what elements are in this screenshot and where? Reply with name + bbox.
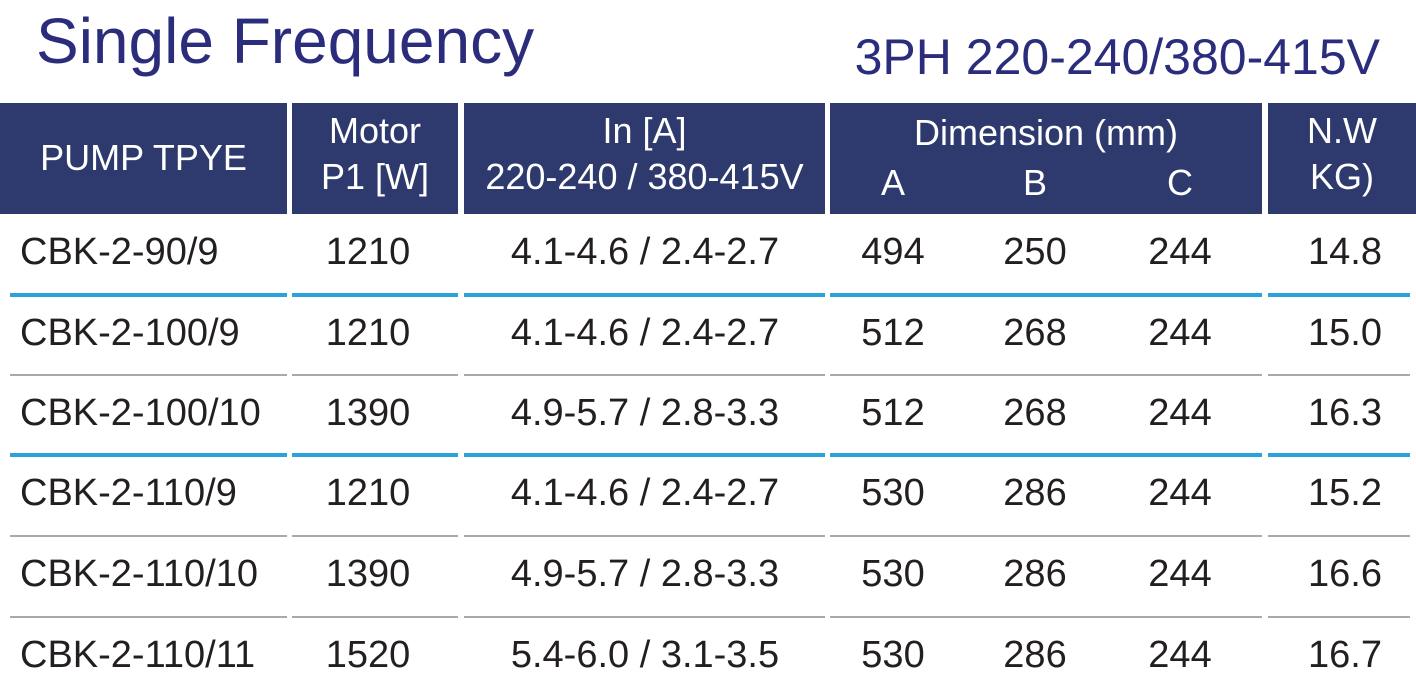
row-separator bbox=[10, 374, 287, 376]
table-cell: 268 bbox=[1003, 312, 1067, 354]
table-cell: 286 bbox=[1003, 634, 1067, 676]
table-cell: 244 bbox=[1148, 472, 1212, 514]
row-separator bbox=[830, 453, 1262, 457]
row-separator bbox=[1268, 616, 1410, 618]
table-cell: 494 bbox=[861, 231, 925, 273]
table-cell: 268 bbox=[1003, 392, 1067, 434]
header-text: PUMP TPYE bbox=[40, 137, 247, 178]
header-cell: N.W KG) bbox=[1268, 103, 1416, 214]
table-cell: 16.6 bbox=[1308, 553, 1382, 595]
row-separator bbox=[1268, 374, 1410, 376]
table-cell: 286 bbox=[1003, 553, 1067, 595]
header-cell: In [A] 220-240 / 380-415V bbox=[464, 103, 825, 214]
table-cell: 16.3 bbox=[1308, 392, 1382, 434]
row-separator bbox=[464, 616, 825, 618]
table-cell: 244 bbox=[1148, 312, 1212, 354]
row-separator bbox=[292, 374, 458, 376]
title: Single Frequency bbox=[36, 5, 535, 77]
header-cell: PUMP TPYE bbox=[0, 103, 287, 214]
dimension-label: B bbox=[1022, 162, 1047, 203]
table-cell: 4.9-5.7 / 2.8-3.3 bbox=[510, 392, 780, 434]
table-cell: 4.9-5.7 / 2.8-3.3 bbox=[510, 553, 780, 595]
table-cell: CBK-2-90/9 bbox=[20, 231, 219, 273]
table-cell: 5.4-6.0 / 3.1-3.5 bbox=[510, 634, 780, 676]
row-separator bbox=[830, 616, 1262, 618]
row-separator bbox=[292, 616, 458, 618]
table-cell: 244 bbox=[1148, 634, 1212, 676]
table-cell: 244 bbox=[1148, 231, 1212, 273]
table-cell: 1390 bbox=[325, 392, 411, 434]
table-cell: 512 bbox=[861, 392, 925, 434]
row-separator bbox=[464, 535, 825, 537]
row-separator bbox=[10, 293, 287, 297]
table-cell: 1390 bbox=[325, 553, 411, 595]
header-text: 220-240 / 380-415V bbox=[485, 156, 804, 197]
row-separator bbox=[464, 374, 825, 376]
table-cell: 16.7 bbox=[1308, 634, 1382, 676]
table-cell: 250 bbox=[1003, 231, 1067, 273]
table-cell: 1210 bbox=[325, 472, 411, 514]
table-cell: 4.1-4.6 / 2.4-2.7 bbox=[510, 472, 780, 514]
table-cell: CBK-2-110/11 bbox=[20, 634, 256, 676]
row-separator bbox=[10, 616, 287, 618]
header-text: In [A] bbox=[602, 110, 687, 151]
header-text: N.W bbox=[1307, 110, 1377, 151]
row-separator bbox=[464, 293, 825, 297]
row-separator bbox=[10, 535, 287, 537]
row-separator bbox=[1268, 535, 1410, 537]
row-separator bbox=[292, 293, 458, 297]
table-cell: 1210 bbox=[325, 231, 411, 273]
header-cell: Dimension (mm) bbox=[830, 103, 1262, 214]
row-separator bbox=[830, 535, 1262, 537]
table-cell: 4.1-4.6 / 2.4-2.7 bbox=[510, 312, 780, 354]
table-cell: CBK-2-100/9 bbox=[20, 312, 240, 354]
header-text: P1 [W] bbox=[320, 156, 430, 197]
table-cell: CBK-2-110/10 bbox=[20, 553, 258, 595]
row-separator bbox=[292, 453, 458, 457]
row-separator bbox=[292, 535, 458, 537]
row-separator bbox=[464, 453, 825, 457]
table-cell: 14.8 bbox=[1308, 231, 1382, 273]
table-cell: 15.2 bbox=[1308, 472, 1382, 514]
header-text: KG) bbox=[1309, 156, 1374, 197]
table-cell: 530 bbox=[861, 472, 925, 514]
row-separator bbox=[10, 453, 287, 457]
dimension-label: A bbox=[880, 162, 905, 203]
subtitle: 3PH 220-240/380-415V bbox=[854, 29, 1380, 85]
table-cell: 530 bbox=[861, 634, 925, 676]
table-cell: 512 bbox=[861, 312, 925, 354]
table-cell: 4.1-4.6 / 2.4-2.7 bbox=[510, 231, 780, 273]
header-cell: Motor P1 [W] bbox=[292, 103, 458, 214]
table-cell: 1520 bbox=[325, 634, 411, 676]
row-separator bbox=[830, 293, 1262, 297]
dimension-label: C bbox=[1167, 162, 1193, 203]
table-cell: 244 bbox=[1148, 553, 1212, 595]
table-cell: 530 bbox=[861, 553, 925, 595]
row-separator bbox=[1268, 453, 1410, 457]
table-cell: 286 bbox=[1003, 472, 1067, 514]
table-cell: 244 bbox=[1148, 392, 1212, 434]
header-text: Motor bbox=[328, 110, 422, 151]
table-cell: 15.0 bbox=[1308, 312, 1382, 354]
row-separator bbox=[830, 374, 1262, 376]
header-text: Dimension (mm) bbox=[913, 112, 1179, 153]
table-cell: CBK-2-110/9 bbox=[20, 472, 237, 514]
table-cell: 1210 bbox=[325, 312, 411, 354]
row-separator bbox=[1268, 293, 1410, 297]
table-cell: CBK-2-100/10 bbox=[20, 392, 261, 434]
